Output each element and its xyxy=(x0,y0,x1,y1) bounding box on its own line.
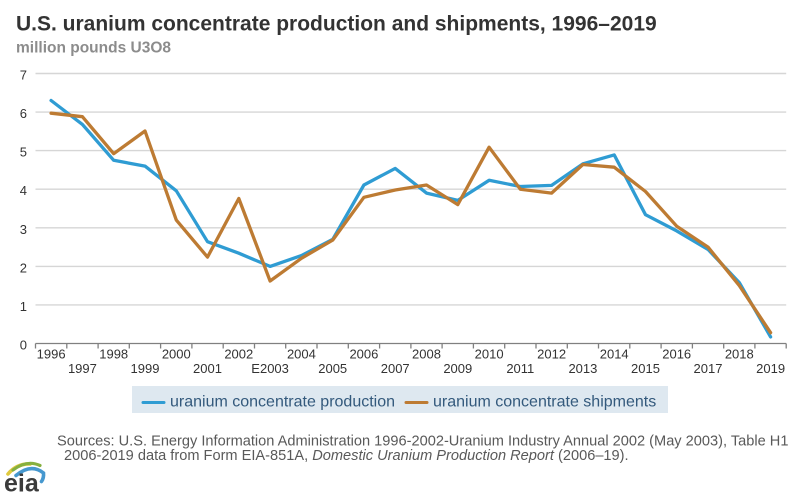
svg-text:1996: 1996 xyxy=(37,347,66,362)
svg-text:2004: 2004 xyxy=(287,347,316,362)
svg-text:3: 3 xyxy=(20,222,27,237)
svg-text:2002: 2002 xyxy=(224,347,253,362)
svg-text:4: 4 xyxy=(20,183,27,198)
svg-text:6: 6 xyxy=(20,106,27,121)
svg-text:2011: 2011 xyxy=(506,361,534,376)
svg-text:7: 7 xyxy=(20,68,27,83)
svg-text:5: 5 xyxy=(20,145,27,160)
svg-text:2019: 2019 xyxy=(756,361,785,376)
svg-text:2001: 2001 xyxy=(193,361,222,376)
svg-text:2000: 2000 xyxy=(162,347,191,362)
svg-text:Sources: U.S. Energy Informati: Sources: U.S. Energy Information Adminis… xyxy=(57,434,788,450)
svg-text:2008: 2008 xyxy=(412,347,441,362)
svg-text:2007: 2007 xyxy=(381,361,410,376)
svg-text:1997: 1997 xyxy=(68,361,97,376)
svg-text:2005: 2005 xyxy=(318,361,347,376)
svg-text:2012: 2012 xyxy=(537,347,566,362)
svg-text:2016: 2016 xyxy=(662,347,691,362)
svg-text:1999: 1999 xyxy=(131,361,160,376)
svg-text:1: 1 xyxy=(20,299,27,314)
svg-text:eia: eia xyxy=(4,470,40,498)
svg-text:2: 2 xyxy=(20,260,27,275)
svg-text:2006: 2006 xyxy=(349,347,378,362)
svg-text:2010: 2010 xyxy=(475,347,504,362)
svg-text:1998: 1998 xyxy=(99,347,128,362)
svg-text:uranium concentrate production: uranium concentrate production xyxy=(170,394,395,411)
svg-text:0: 0 xyxy=(20,338,27,353)
svg-text:2014: 2014 xyxy=(600,347,629,362)
svg-text:2018: 2018 xyxy=(725,347,754,362)
svg-text:U.S. uranium concentrate produ: U.S. uranium concentrate production and … xyxy=(16,13,657,36)
svg-text:2013: 2013 xyxy=(568,361,597,376)
svg-text:2009: 2009 xyxy=(443,361,472,376)
svg-text:million pounds U3O8: million pounds U3O8 xyxy=(16,40,171,57)
svg-text:uranium concentrate shipments: uranium concentrate shipments xyxy=(433,394,656,411)
svg-text:2015: 2015 xyxy=(631,361,660,376)
svg-text:E2003: E2003 xyxy=(251,361,289,376)
svg-text:2017: 2017 xyxy=(694,361,723,376)
svg-text:2006-2019 data from Form EIA-8: 2006-2019 data from Form EIA-851A, Domes… xyxy=(64,448,629,464)
